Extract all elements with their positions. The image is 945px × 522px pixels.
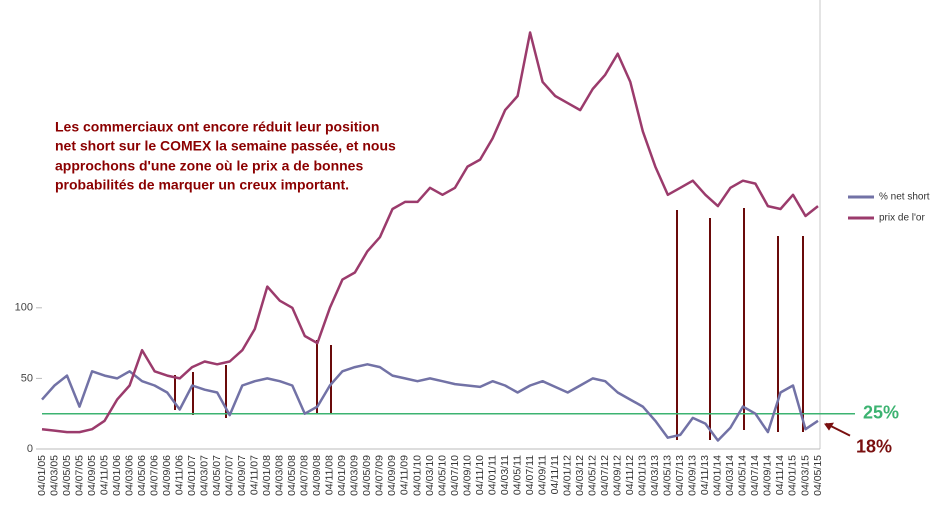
x-tick-label: 04/03/15 [799, 455, 811, 496]
legend-label: % net short [879, 192, 930, 203]
x-tick-label: 04/03/08 [274, 455, 286, 496]
x-tick-label: 04/07/10 [449, 455, 461, 496]
x-tick-label: 04/09/07 [236, 455, 248, 496]
x-tick-label: 04/03/06 [123, 455, 135, 496]
annotation: Les commerciaux ont encore réduit leur p… [55, 119, 396, 193]
x-tick-label: 04/03/05 [48, 455, 60, 496]
x-tick-label: 04/09/09 [386, 455, 398, 496]
x-tick-label: 04/03/11 [499, 455, 511, 495]
x-tick-label: 04/09/08 [311, 455, 323, 496]
y-tick-label: 100 [15, 302, 33, 314]
x-tick-label: 04/11/11 [549, 455, 561, 494]
x-tick-label: 04/05/14 [737, 455, 749, 496]
connector-lines [174, 208, 804, 440]
reference-label: 25% [863, 402, 899, 422]
x-tick-label: 04/07/08 [299, 455, 311, 496]
x-tick-label: 04/11/05 [98, 455, 110, 495]
x-tick-label: 04/03/13 [649, 455, 661, 496]
annotation-line: net short sur le COMEX la semaine passée… [55, 138, 396, 154]
x-tick-label: 04/09/10 [461, 455, 473, 496]
x-tick-label: 04/01/06 [111, 455, 123, 496]
x-tick-label: 04/09/05 [86, 455, 98, 496]
x-tick-label: 04/07/13 [674, 455, 686, 496]
annotation-line: probabilités de marquer un creux importa… [55, 177, 349, 193]
x-tick-label: 04/03/07 [198, 455, 210, 496]
annotation-line: Les commerciaux ont encore réduit leur p… [55, 119, 379, 135]
x-tick-label: 04/09/12 [612, 455, 624, 496]
x-tick-label: 04/05/12 [586, 455, 598, 496]
x-tick-label: 04/07/11 [524, 455, 536, 495]
x-tick-label: 04/07/07 [224, 455, 236, 496]
x-tick-label: 04/11/08 [324, 455, 336, 495]
x-tick-label: 04/01/12 [561, 455, 573, 496]
x-tick-label: 04/01/11 [486, 455, 498, 495]
x-tick-label: 04/01/15 [787, 455, 799, 496]
x-tick-label: 04/01/07 [186, 455, 198, 496]
x-tick-label: 04/03/14 [724, 455, 736, 496]
x-tick-label: 04/07/14 [749, 455, 761, 496]
series-line [41, 31, 819, 434]
x-tick-label: 04/05/15 [812, 455, 824, 496]
x-tick-label: 04/05/13 [662, 455, 674, 496]
x-tick-label: 04/01/05 [36, 455, 48, 496]
annotation-line: approchons d'une zone où le prix a de bo… [55, 158, 363, 174]
x-tick-label: 04/03/09 [349, 455, 361, 496]
y-tick-label: 0 [27, 443, 33, 455]
x-tick-label: 04/07/09 [374, 455, 386, 496]
x-tick-label: 04/11/14 [774, 455, 786, 495]
callout-arrowhead [824, 422, 834, 431]
x-tick-label: 04/11/13 [699, 455, 711, 495]
x-tick-label: 04/05/10 [436, 455, 448, 496]
x-tick-label: 04/01/14 [712, 455, 724, 496]
y-tick-label: 50 [21, 372, 33, 384]
series-line [41, 363, 819, 442]
x-tick-label: 04/11/10 [474, 455, 486, 495]
x-tick-label: 04/11/09 [399, 455, 411, 495]
x-tick-label: 04/11/07 [249, 455, 261, 495]
x-tick-label: 04/07/12 [599, 455, 611, 496]
x-tick-label: 04/09/06 [161, 455, 173, 496]
x-tick-label: 04/09/13 [687, 455, 699, 496]
x-tick-label: 04/09/14 [762, 455, 774, 496]
x-tick-label: 04/01/08 [261, 455, 273, 496]
legend-label: prix de l'or [879, 213, 925, 224]
x-tick-label: 04/11/12 [624, 455, 636, 495]
x-tick-label: 04/05/11 [511, 455, 523, 495]
x-tick-label: 04/01/09 [336, 455, 348, 496]
x-tick-label: 04/05/07 [211, 455, 223, 496]
x-tick-label: 04/05/06 [136, 455, 148, 496]
x-tick-label: 04/07/06 [148, 455, 160, 496]
x-tick-label: 04/05/09 [361, 455, 373, 496]
callout-label: 18% [856, 436, 892, 456]
x-tick-label: 04/09/11 [536, 455, 548, 495]
x-tick-label: 04/01/10 [411, 455, 423, 496]
x-tick-label: 04/05/08 [286, 455, 298, 496]
x-tick-label: 04/07/05 [73, 455, 85, 496]
x-tick-label: 04/03/10 [424, 455, 436, 496]
x-tick-label: 04/03/12 [574, 455, 586, 496]
x-tick-label: 04/05/05 [61, 455, 73, 496]
x-tick-label: 04/01/13 [637, 455, 649, 496]
x-tick-label: 04/11/06 [173, 455, 185, 495]
